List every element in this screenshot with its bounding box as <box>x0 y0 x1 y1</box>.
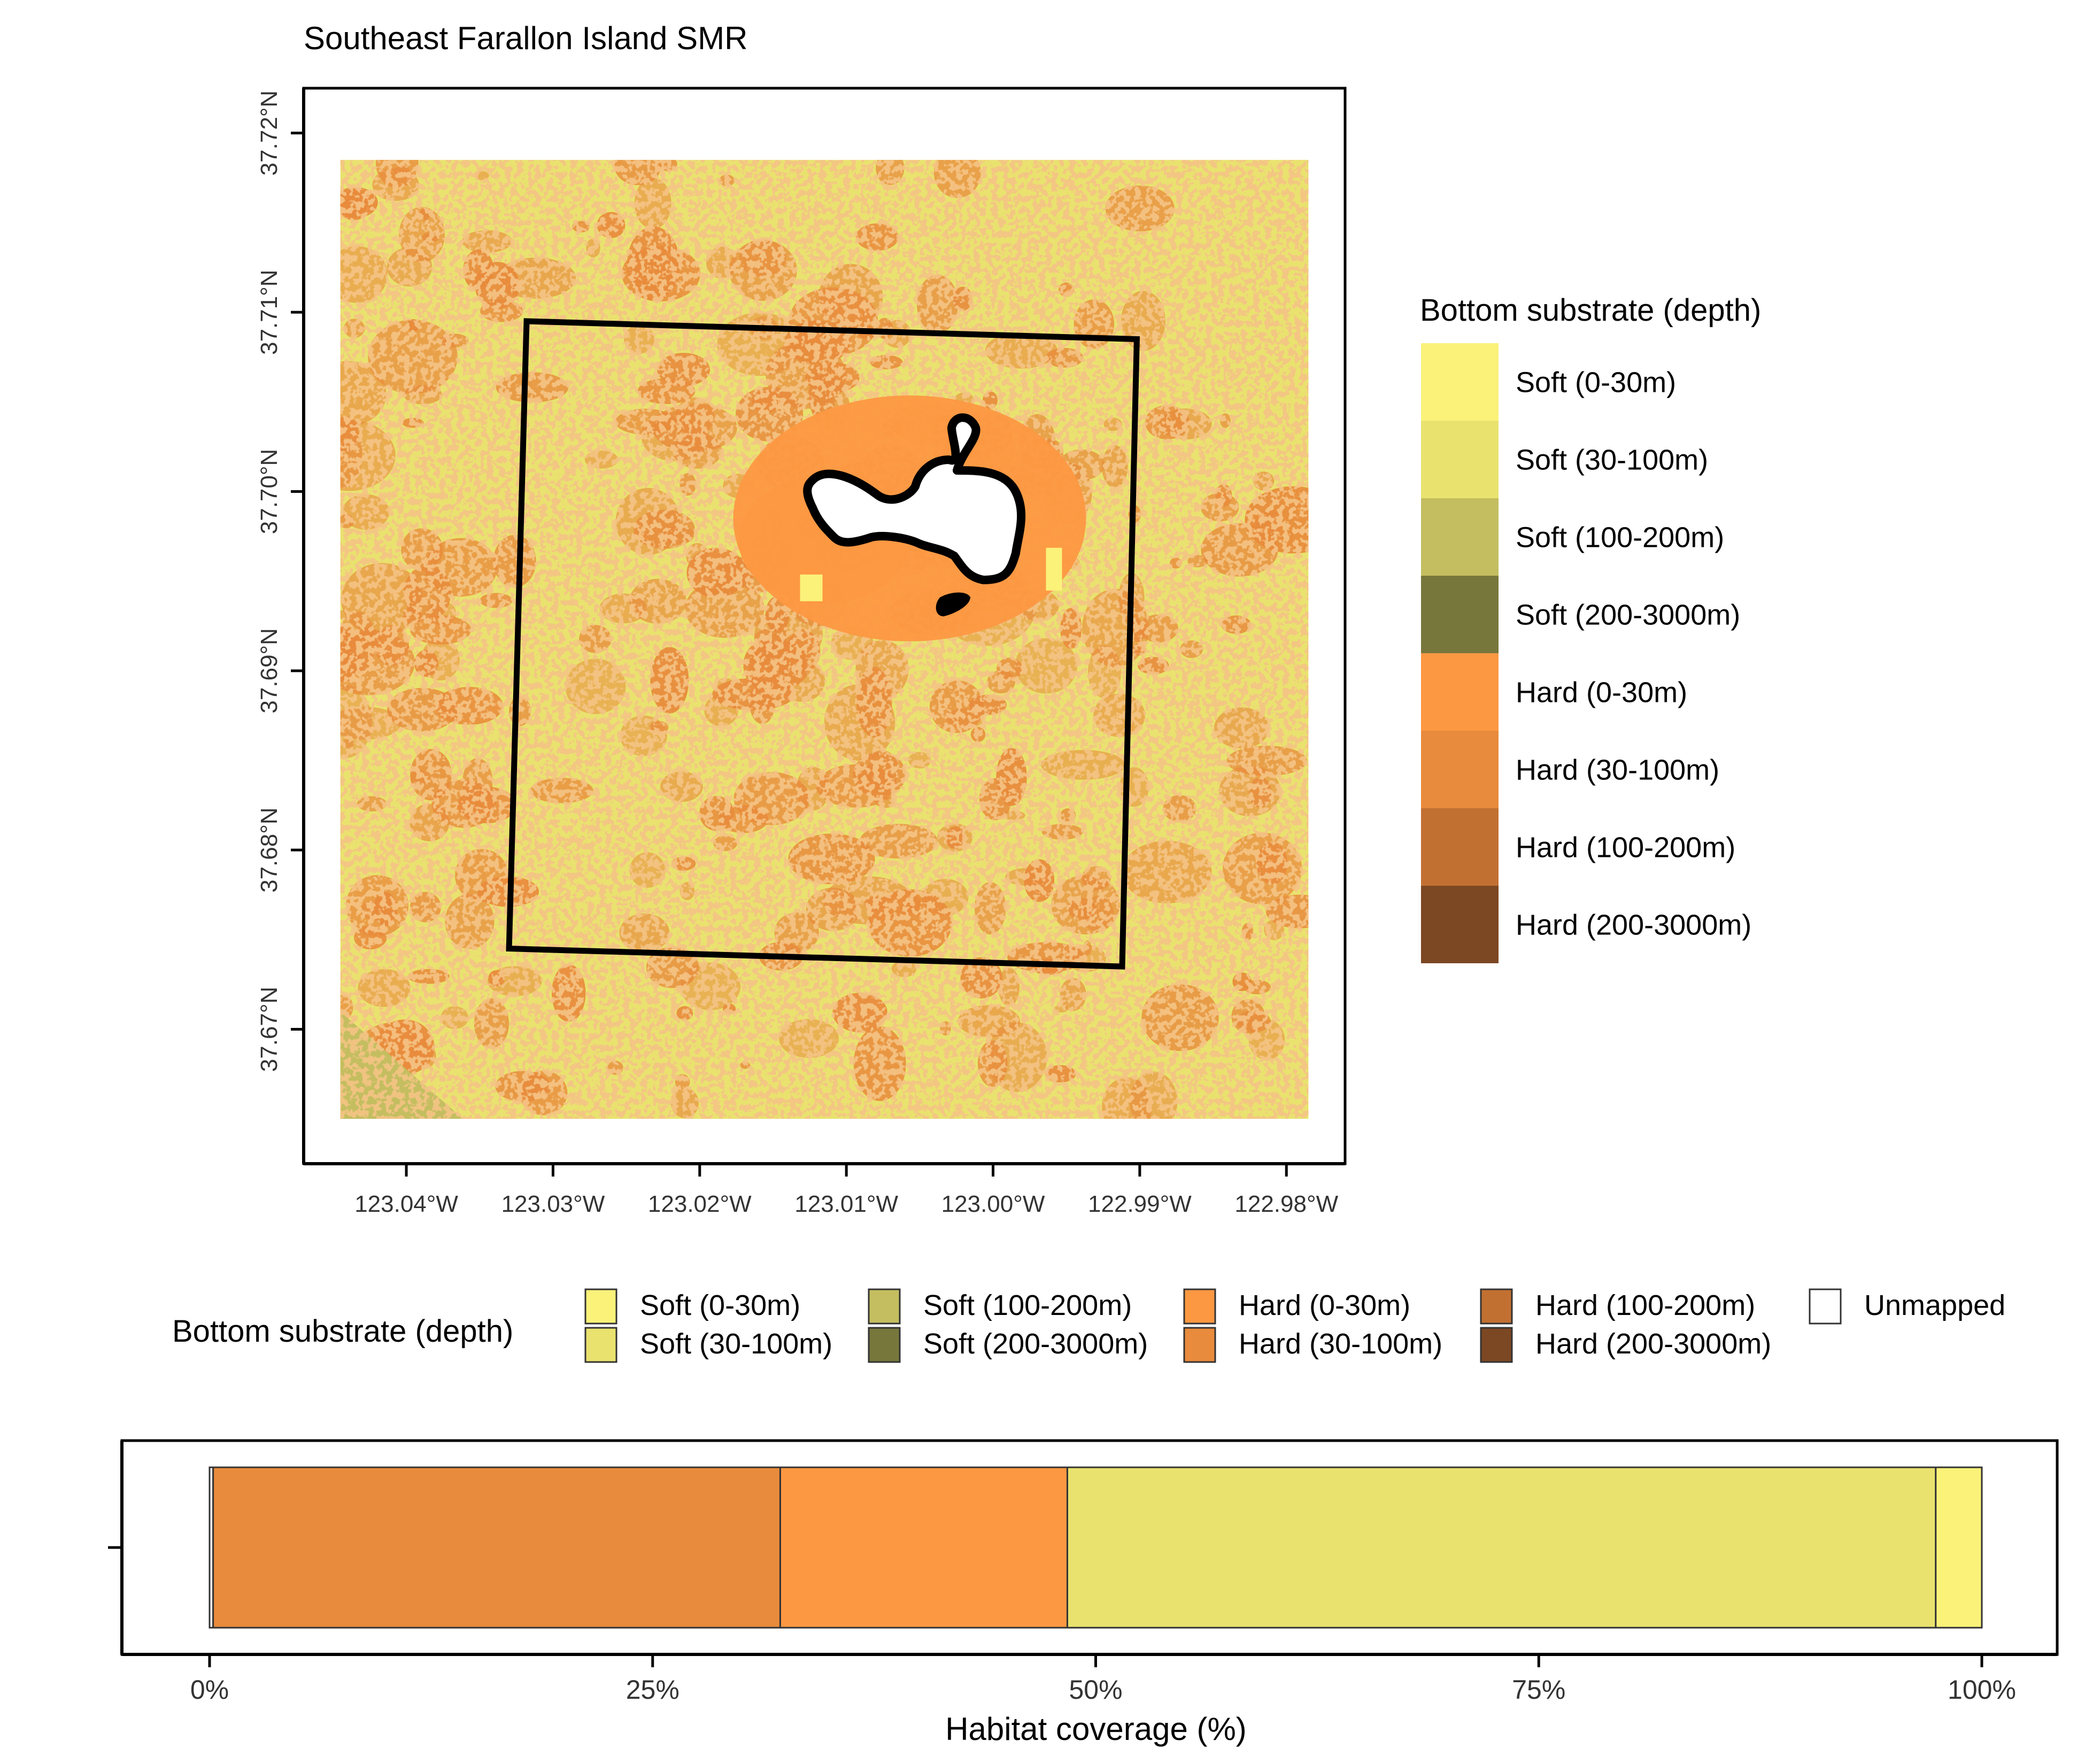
bar-legend-key-hard-100-200m <box>1480 1288 1513 1325</box>
bar-legend-label: Hard (200-3000m) <box>1535 1328 1771 1360</box>
bar-legend-label: Soft (200-3000m) <box>923 1328 1148 1360</box>
bar-segments <box>208 1466 1983 1629</box>
map-legend-key-hard-100-200m <box>1421 808 1499 886</box>
map-y-tick-label: 37.70°N <box>256 449 282 534</box>
bar-legend-label: Soft (0-30m) <box>640 1289 800 1321</box>
bar-legend-key-soft-0-30m <box>584 1288 617 1325</box>
map-legend-label: Hard (100-200m) <box>1516 832 1735 864</box>
bar-legend: Bottom substrate (depth) Soft (0-30m) Sof… <box>172 1288 2005 1363</box>
map-legend-label: Soft (200-3000m) <box>1516 599 1740 631</box>
reserve-boundary <box>506 318 1140 970</box>
map-y-tick-label: 37.67°N <box>256 987 282 1072</box>
map-legend-key-hard-0-30m <box>1421 653 1499 731</box>
map-y-tick-label: 37.72°N <box>256 90 282 175</box>
island-main <box>803 413 1026 584</box>
map-x-tick-label: 123.02°W <box>648 1191 752 1217</box>
bar-x-axis: 0% 25% 50% 75% 100% <box>190 1654 2016 1705</box>
island-outline <box>803 413 1026 617</box>
map-x-tick-label: 123.04°W <box>354 1191 458 1217</box>
map-legend-label: Soft (100-200m) <box>1516 522 1724 554</box>
bar-legend-key-unmapped <box>1809 1288 1842 1325</box>
bar-segment-soft-30-100m <box>1066 1466 1937 1629</box>
map-x-tick-label: 122.99°W <box>1088 1191 1192 1217</box>
map-legend-key-soft-200-3000m <box>1421 576 1499 653</box>
map-x-tick-label: 123.03°W <box>501 1191 605 1217</box>
map-legend-key-hard-200-3000m <box>1421 886 1499 963</box>
map-legend-label: Soft (30-100m) <box>1516 444 1708 476</box>
bar-segment-hard-30-100m <box>212 1466 781 1629</box>
map-legend-key-soft-100-200m <box>1421 498 1499 576</box>
map-legend-title: Bottom substrate (depth) <box>1420 293 1761 328</box>
bar-panel: 0% 25% 50% 75% 100% Habitat coverage (%) <box>108 1439 2059 1747</box>
bar-legend-key-hard-200-3000m <box>1480 1327 1513 1363</box>
bar-x-tick-label: 50% <box>1069 1675 1122 1705</box>
map-x-tick-label: 122.98°W <box>1234 1191 1338 1217</box>
map-legend-label: Hard (30-100m) <box>1516 754 1719 786</box>
bar-x-axis-label: Habitat coverage (%) <box>945 1711 1247 1747</box>
bar-segment-soft-0-30m <box>1935 1466 1983 1629</box>
bar-x-tick-label: 25% <box>626 1675 679 1705</box>
map-legend-label: Hard (0-30m) <box>1516 677 1687 709</box>
bar-legend-label: Soft (30-100m) <box>640 1328 832 1360</box>
map-legend: Bottom substrate (depth) Soft (0-30m) Sof… <box>1420 293 1761 963</box>
bar-legend-key-hard-0-30m <box>1183 1288 1216 1325</box>
core-soft-0-30m <box>1046 547 1062 591</box>
map-legend-label: Soft (0-30m) <box>1516 367 1676 399</box>
bar-segment-hard-0-30m <box>779 1466 1068 1629</box>
bar-x-tick-label: 75% <box>1512 1675 1565 1705</box>
bar-legend-label: Hard (30-100m) <box>1239 1328 1442 1360</box>
island-rock <box>936 592 971 617</box>
bar-legend-label: Hard (0-30m) <box>1239 1289 1410 1321</box>
bar-legend-key-soft-200-3000m <box>868 1327 901 1363</box>
raster-hard-speckle <box>340 160 1309 1119</box>
map-y-tick-label: 37.68°N <box>256 807 282 892</box>
map-y-tick-label: 37.69°N <box>256 628 282 713</box>
bar-legend-key-soft-30-100m <box>584 1327 617 1363</box>
map-legend-label: Hard (200-3000m) <box>1516 909 1751 941</box>
substrate-raster <box>340 160 1309 1119</box>
bar-x-tick-label: 0% <box>190 1675 229 1705</box>
bar-x-tick-label: 100% <box>1948 1675 2016 1705</box>
map-y-axis: 37.67°N 37.68°N 37.69°N 37.70°N 37.71°N 37.72… <box>256 88 305 1164</box>
bar-legend-title: Bottom substrate (depth) <box>172 1314 513 1349</box>
bar-legend-label: Unmapped <box>1864 1289 2005 1321</box>
map-y-tick-label: 37.71°N <box>256 269 282 354</box>
map-x-tick-label: 123.00°W <box>941 1191 1045 1217</box>
map-x-tick-label: 123.01°W <box>794 1191 898 1217</box>
bar-legend-key-soft-100-200m <box>868 1288 901 1325</box>
bar-legend-key-hard-30-100m <box>1183 1327 1216 1363</box>
bar-legend-label: Soft (100-200m) <box>923 1289 1132 1321</box>
bar-legend-label: Hard (100-200m) <box>1535 1289 1755 1321</box>
core-soft-0-30m <box>800 574 823 601</box>
map-legend-key-hard-30-100m <box>1421 731 1499 808</box>
map-panel: 37.67°N 37.68°N 37.69°N 37.70°N 37.71°N 37.72… <box>256 87 1347 1217</box>
map-x-axis: 123.04°W 123.03°W 123.02°W 123.01°W 123.00°W… <box>304 1162 1345 1217</box>
map-legend-key-soft-0-30m <box>1421 343 1499 421</box>
map-title: Southeast Farallon Island SMR <box>304 20 747 56</box>
map-legend-key-soft-30-100m <box>1421 421 1499 498</box>
